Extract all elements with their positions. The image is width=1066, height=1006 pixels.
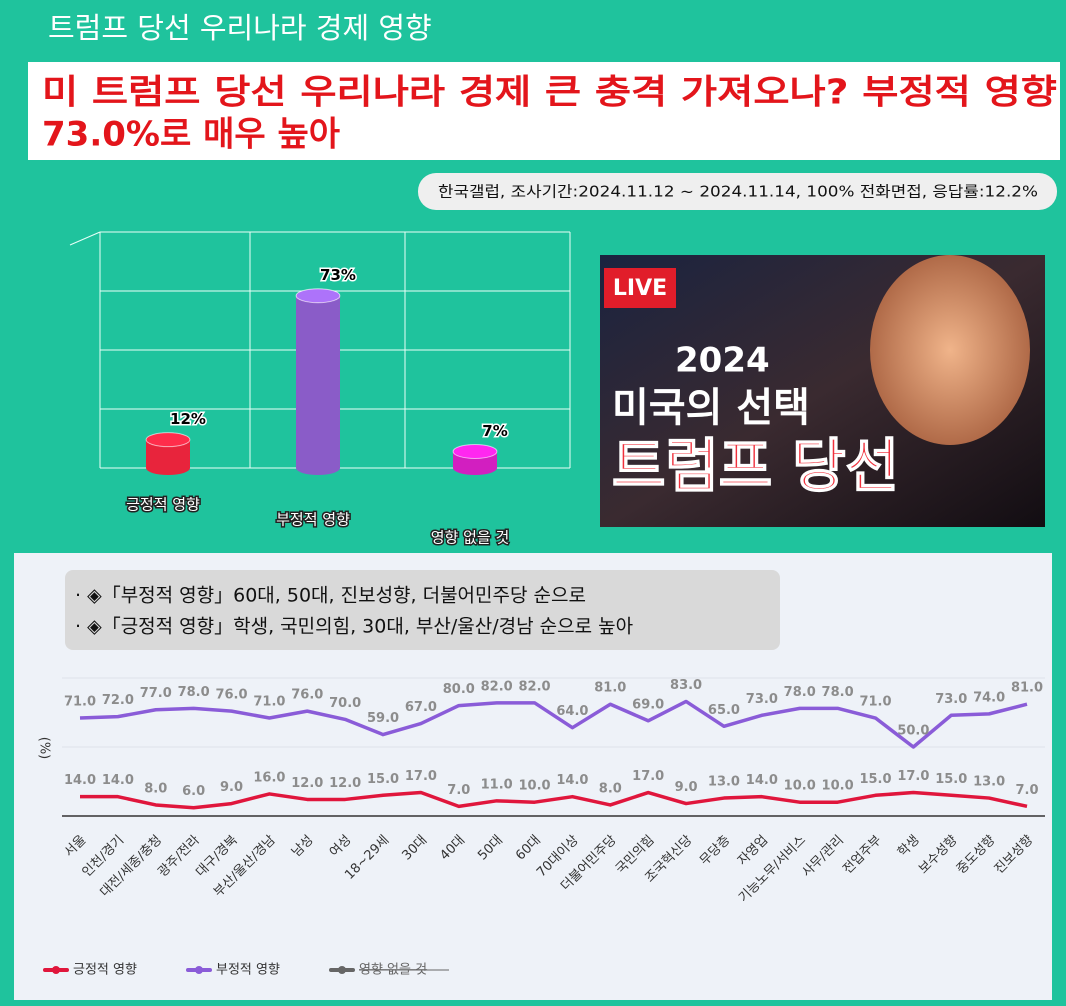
value-label: 71.0	[253, 695, 285, 710]
value-label: 17.0	[632, 769, 664, 784]
live-badge	[604, 268, 676, 308]
legend-swatch	[195, 966, 203, 974]
value-label: 15.0	[367, 772, 399, 787]
value-label: 17.0	[405, 769, 437, 784]
value-label: 8.0	[144, 781, 167, 796]
value-label: 69.0	[632, 697, 664, 712]
value-label: 8.0	[599, 781, 622, 796]
value-label: 67.0	[405, 700, 437, 715]
value-label: 72.0	[102, 693, 134, 708]
value-label: 14.0	[746, 773, 778, 788]
value-label: 81.0	[594, 681, 626, 696]
legend-swatch	[52, 966, 60, 974]
year: 2024	[675, 341, 770, 381]
value-label: 15.0	[935, 772, 967, 787]
value-label: 81.0	[1011, 681, 1043, 696]
value-label: 76.0	[215, 688, 247, 703]
value-label: 83.0	[670, 678, 702, 693]
value-label: 9.0	[220, 780, 243, 795]
value-label: 78.0	[178, 685, 210, 700]
value-label: 65.0	[708, 703, 740, 718]
category-label: 영향 없을 것	[431, 529, 510, 547]
value-label: 12.0	[291, 776, 323, 791]
cylinder-top	[452, 443, 498, 459]
live: LIVE	[613, 276, 667, 301]
value-label: 78.0	[784, 685, 816, 700]
value-label: 10.0	[822, 779, 854, 794]
value-label: 80.0	[443, 682, 475, 697]
value-label: 73.0	[935, 692, 967, 707]
value-label: 11.0	[481, 777, 513, 792]
value-label: 12.0	[329, 776, 361, 791]
bullet: · ◈「긍정적 영향」학생, 국민의힘, 30대, 부산/울산/경남 순으로 높…	[75, 616, 633, 638]
value-label: 77.0	[140, 686, 172, 701]
grid-line	[69, 231, 101, 246]
value-label: 50.0	[897, 724, 929, 739]
value-label: 7%	[482, 422, 507, 440]
value-label: 15.0	[859, 772, 891, 787]
cylinder-bottom	[146, 461, 190, 475]
category-label: 부정적 영향	[276, 511, 350, 529]
value-label: 82.0	[519, 679, 551, 694]
value-label: 6.0	[182, 784, 205, 799]
value-label: 17.0	[897, 769, 929, 784]
cylinder-bottom	[453, 461, 497, 475]
value-label: 73%	[320, 266, 356, 284]
source-pill	[418, 173, 1057, 210]
value-label: 13.0	[708, 775, 740, 790]
subtitle: 미국의 선택	[612, 385, 810, 431]
legend-label: 긍정적 영향	[73, 963, 137, 978]
value-label: 7.0	[1015, 783, 1038, 798]
value-label: 14.0	[64, 773, 96, 788]
bullet: · ◈「부정적 영향」60대, 50대, 진보성향, 더불어민주당 순으로	[75, 585, 586, 607]
value-label: 70.0	[329, 696, 361, 711]
series-line	[80, 790, 1028, 810]
value-label: 13.0	[973, 775, 1005, 790]
value-label: 64.0	[556, 704, 588, 719]
headline-box	[28, 62, 1060, 160]
value-label: 12%	[170, 410, 206, 428]
value-label: 14.0	[102, 773, 134, 788]
source: 한국갤럽, 조사기간:2024.11.12 ~ 2024.11.14, 100%…	[438, 183, 1038, 201]
value-label: 16.0	[253, 770, 285, 785]
value-label: 82.0	[481, 679, 513, 694]
value-label: 9.0	[675, 780, 698, 795]
photo: LIVE 2024 미국의 선택 트럼프 당선	[600, 255, 1045, 527]
category-label: 긍정적 영향	[126, 496, 200, 514]
y-axis-label: (%)	[37, 737, 52, 760]
caption: 트럼프 당선	[612, 432, 899, 500]
cylinder-top	[295, 288, 341, 304]
value-label: 14.0	[556, 773, 588, 788]
cylinder-body	[296, 295, 340, 468]
value-label: 10.0	[519, 779, 551, 794]
headline: 미 트럼프 당선 우리나라 경제 큰 충격 가져오나? 부정적 영향	[42, 73, 1057, 113]
value-label: 76.0	[291, 688, 323, 703]
legend-label: 부정적 영향	[216, 963, 280, 978]
bullet-box	[65, 570, 780, 650]
value-label: 71.0	[64, 695, 96, 710]
value-label: 74.0	[973, 690, 1005, 705]
value-label: 78.0	[822, 685, 854, 700]
value-label: 73.0	[746, 692, 778, 707]
page-title: 트럼프 당선 우리나라 경제 영향	[48, 11, 432, 45]
value-label: 59.0	[367, 711, 399, 726]
value-label: 10.0	[784, 779, 816, 794]
headline: 73.0%로 매우 높아	[42, 115, 340, 155]
value-label: 71.0	[859, 695, 891, 710]
face	[870, 255, 1030, 445]
cylinder-bottom	[296, 461, 340, 475]
legend-swatch	[338, 966, 346, 974]
series-line	[79, 699, 1028, 749]
cylinder-top	[145, 432, 191, 448]
value-label: 7.0	[447, 783, 470, 798]
